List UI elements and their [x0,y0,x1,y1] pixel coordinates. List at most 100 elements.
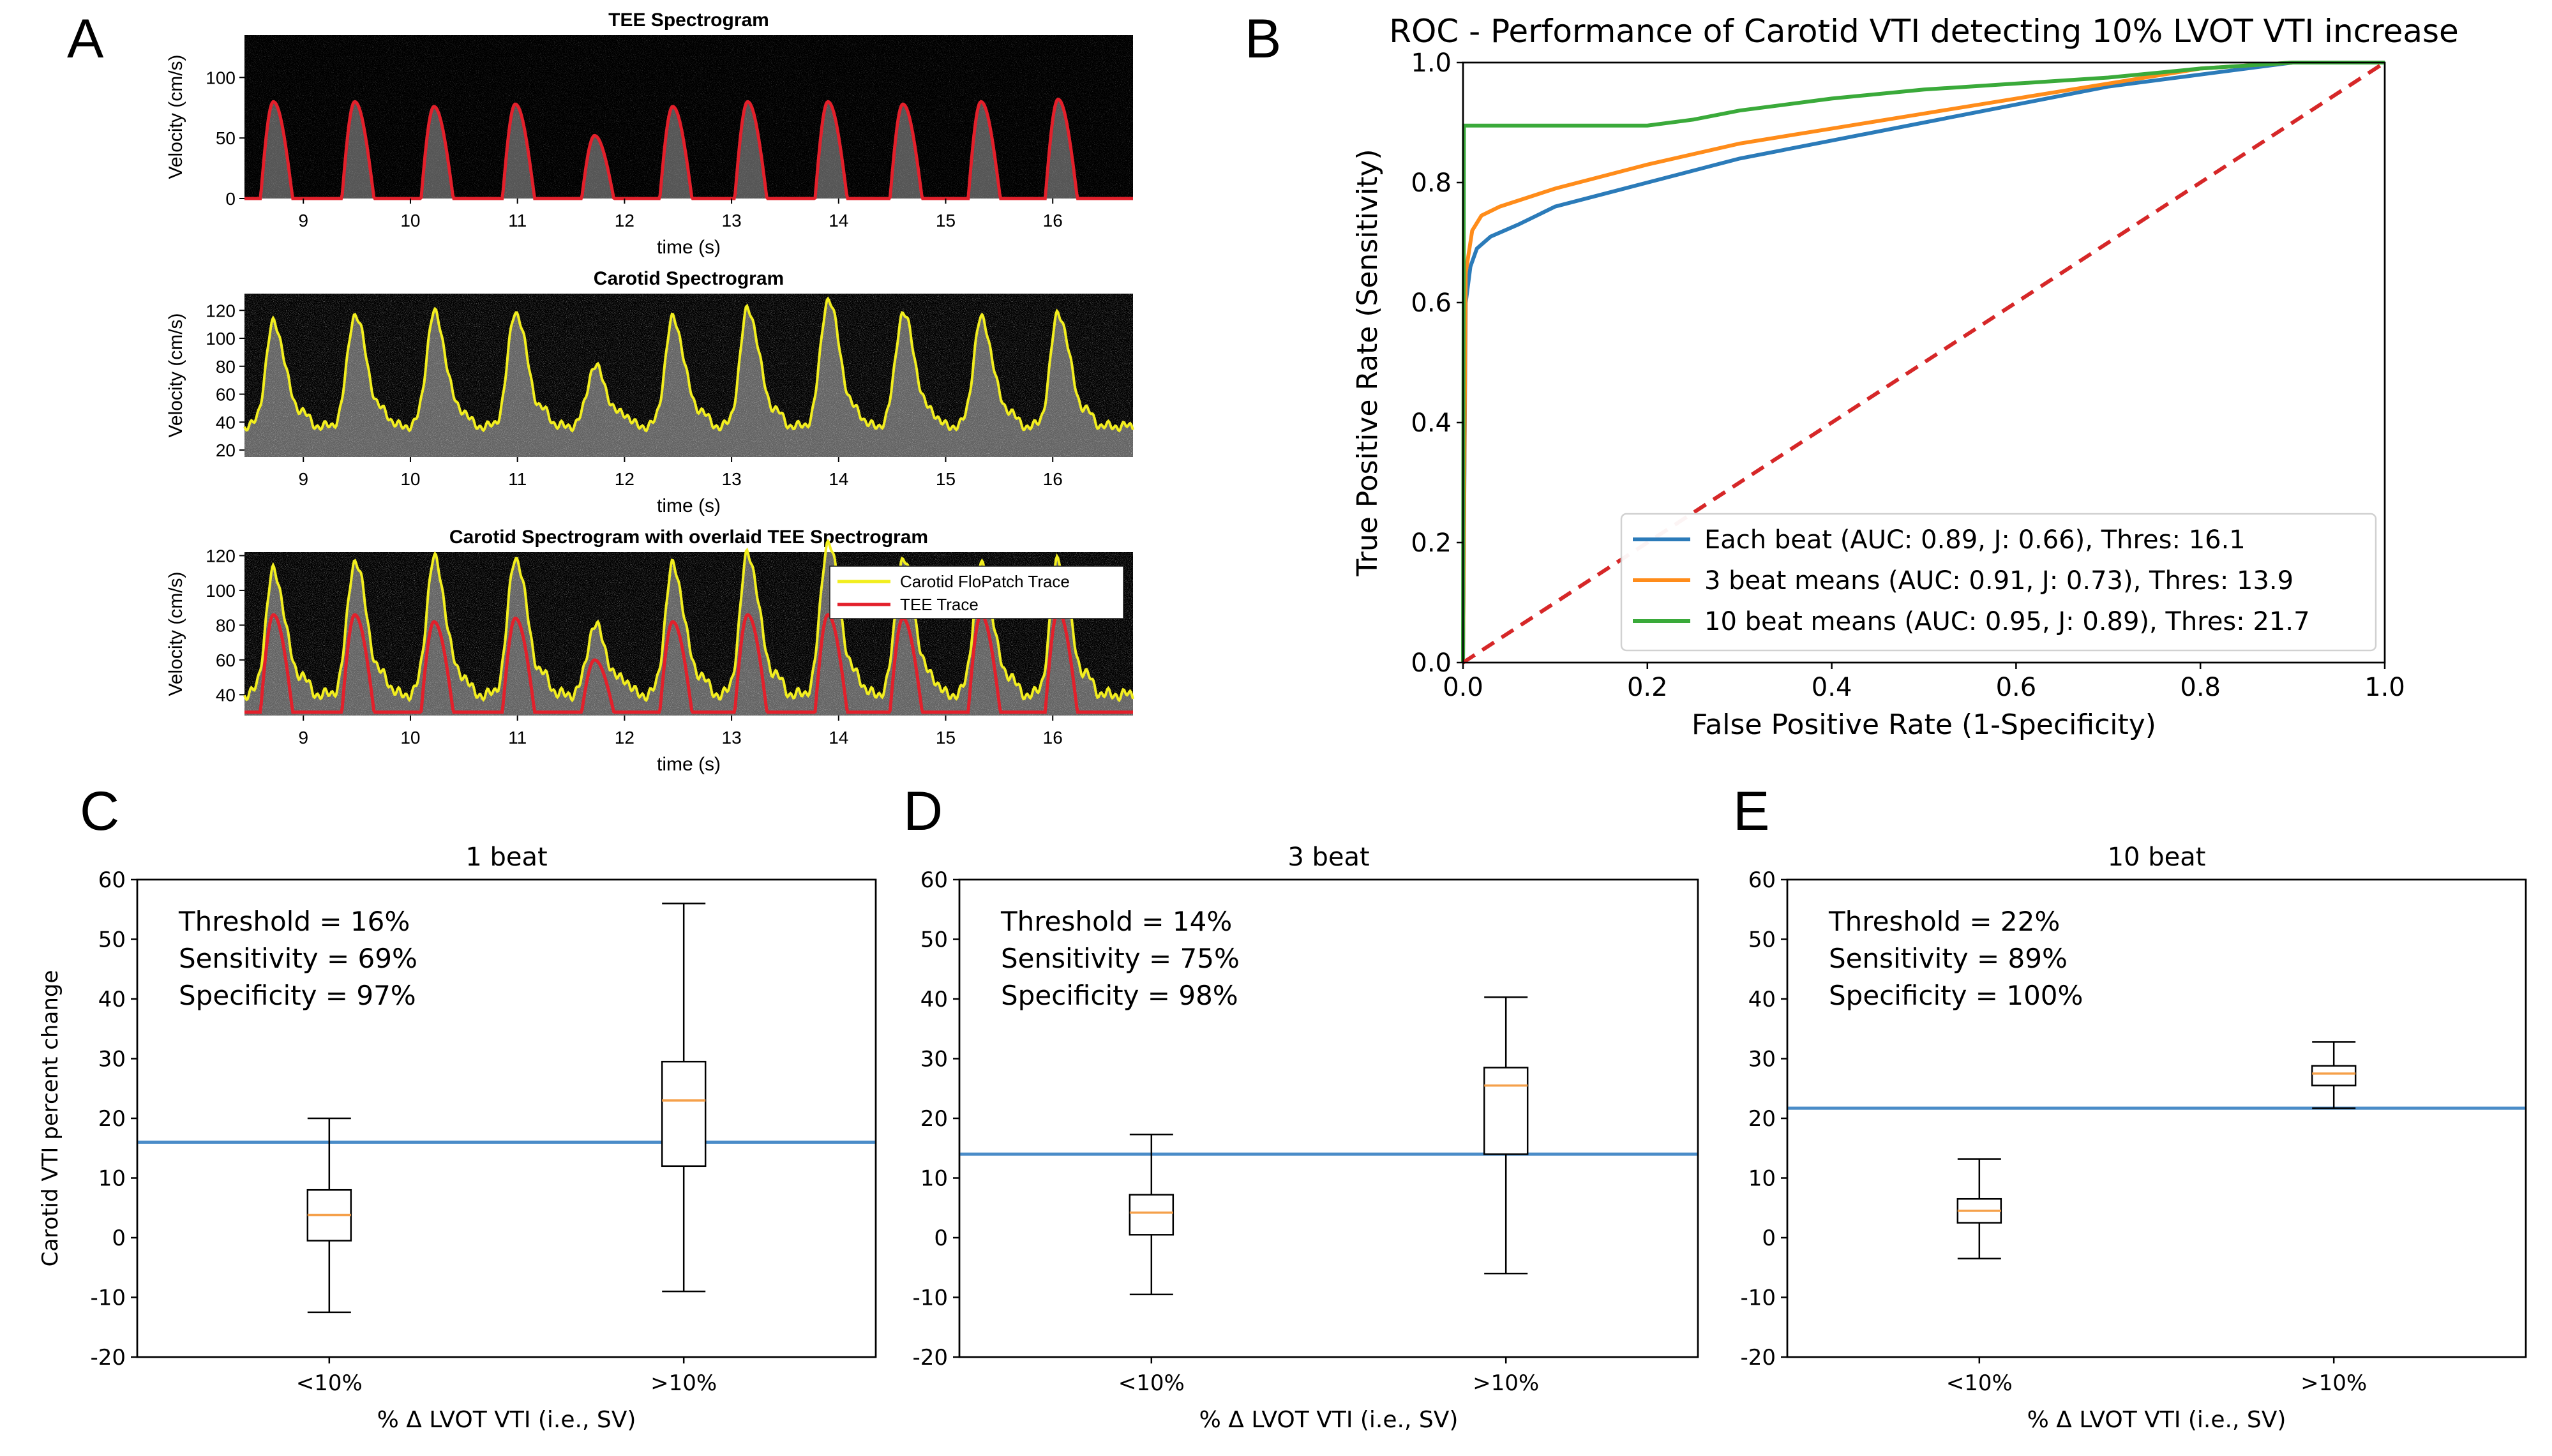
boxplot-annotation: Specificity = 98% [1001,980,1238,1011]
x-tick-label: 10 [400,469,420,489]
x-tick-label: 10 [400,728,420,747]
y-tick-label: 40 [216,685,236,705]
y-axis-label: Velocity (cm/s) [165,313,186,437]
roc-legend-label: 3 beat means (AUC: 0.91, J: 0.73), Thres… [1704,566,2293,596]
boxplot-plot-area [136,878,877,1358]
roc-y-tick-label: 0.2 [1411,529,1452,558]
overlay-spectrogram-panel: Carotid Spectrogram with overlaid TEE Sp… [165,527,1134,775]
x-tick-label: 9 [298,728,308,747]
legend-tee-label: TEE Trace [900,595,979,614]
y-tick-label: 60 [216,650,236,670]
panel-label-d: D [903,781,943,842]
boxplot-category-label: <10% [1946,1370,2013,1396]
boxplot-title: 10 beat [2108,843,2206,872]
carotid-spectrogram-panel: Carotid Spectrogram 20 40 60 80 100 120 9 10 11 12… [165,268,1134,516]
roc-x-tick-label: 0.0 [1443,673,1483,702]
boxplot-y-tick-label: 30 [98,1047,126,1072]
x-tick-label: 15 [936,469,956,489]
x-axis-label: time (s) [657,754,721,775]
x-tick-label: 15 [936,728,956,747]
y-tick-label: 100 [206,68,236,87]
boxplot-x-axis-label: % Δ LVOT VTI (i.e., SV) [2027,1407,2286,1433]
x-tick-label: 16 [1043,469,1063,489]
boxplot-y-tick-label: -10 [912,1286,948,1311]
y-tick-label: 80 [216,357,236,377]
boxplot-y-tick-label: -20 [912,1345,948,1370]
iqr-box [661,1060,707,1167]
x-tick-label: 9 [298,211,308,230]
roc-x-tick-label: 0.4 [1812,673,1852,702]
boxplot-y-tick-label: 20 [98,1106,126,1132]
x-tick-label: 12 [615,469,634,489]
boxplot-y-tick-label: 20 [920,1106,948,1132]
x-tick-label: 9 [298,469,308,489]
x-axis-label: time (s) [657,237,721,258]
roc-x-tick-label: 0.2 [1627,673,1668,702]
boxplot-category-label: >10% [650,1370,717,1396]
y-tick-label: 60 [216,385,236,405]
boxplot-x-axis-label: % Δ LVOT VTI (i.e., SV) [1199,1407,1459,1433]
legend-carotid-label: Carotid FloPatch Trace [900,572,1070,591]
boxplot-plot-area [958,878,1699,1358]
trace-legend-box [829,566,1124,619]
roc-chart: ROC - Performance of Carotid VTI detecti… [1351,13,2459,741]
roc-x-tick-label: 1.0 [2364,673,2405,702]
x-tick-label: 14 [829,469,848,489]
boxplot-y-tick-label: 60 [1748,867,1776,893]
x-tick-label: 12 [615,211,634,230]
boxplot-y-tick-label: 10 [920,1166,948,1192]
boxplot-y-tick-label: 0 [1762,1226,1776,1251]
roc-y-tick-label: 0.0 [1411,649,1452,678]
boxplot-category-label: <10% [296,1370,363,1396]
roc-y-tick-label: 0.4 [1411,409,1452,438]
y-axis-label: Velocity (cm/s) [165,571,186,696]
boxplot-y-tick-label: 20 [1748,1106,1776,1132]
boxplot-y-tick-label: 0 [112,1226,126,1251]
y-tick-label: 0 [225,189,236,209]
boxplot-category-label: <10% [1118,1370,1185,1396]
iqr-box [1129,1194,1175,1236]
boxplot-10-beat: 10 beat -20 -10 0 10 20 30 40 50 60 <10% >10% % Δ LV… [1740,843,2527,1433]
spectrogram-title: Carotid Spectrogram [594,268,784,289]
y-tick-label: 120 [206,546,236,566]
boxplot-x-axis-label: % Δ LVOT VTI (i.e., SV) [377,1407,636,1433]
boxplot-y-tick-label: 50 [98,927,126,953]
y-tick-label: 100 [206,329,236,349]
roc-x-tick-label: 0.8 [2180,673,2221,702]
x-tick-label: 16 [1043,211,1063,230]
roc-x-axis-label: False Positive Rate (1-Specificity) [1692,709,2156,741]
boxplot-title: 3 beat [1287,843,1369,872]
iqr-box [1483,1067,1529,1155]
boxplot-y-axis-label: Carotid VTI percent change [38,970,63,1267]
x-tick-label: 13 [722,728,742,747]
roc-x-tick-label: 0.6 [1996,673,2037,702]
panel-label-b: B [1245,8,1281,70]
boxplot-y-tick-label: 40 [1748,987,1776,1012]
iqr-box [2311,1065,2357,1086]
tee-trace-line [244,609,1133,714]
y-tick-label: 50 [216,128,236,148]
boxplot-plot-area [1786,878,2527,1358]
boxplot-y-tick-label: 40 [98,987,126,1012]
x-tick-label: 11 [508,469,527,489]
boxplot-y-tick-label: -20 [1740,1345,1776,1370]
x-tick-label: 13 [722,211,742,230]
x-tick-label: 11 [508,728,527,747]
roc-legend-box [1620,513,2377,652]
x-tick-label: 10 [400,211,420,230]
roc-series-line [1461,61,2385,663]
roc-y-axis-label: True Positive Rate (Sensitivity) [1351,149,1384,576]
boxplot-annotation: Sensitivity = 75% [1001,943,1240,974]
boxplot-y-tick-label: 60 [920,867,948,893]
boxplot-y-tick-label: 40 [920,987,948,1012]
roc-frame [1462,61,2386,664]
roc-y-tick-label: 0.6 [1411,289,1452,318]
spectrogram-title: Carotid Spectrogram with overlaid TEE Sp… [449,527,928,548]
y-tick-label: 80 [216,615,236,635]
boxplot-annotation: Threshold = 16% [178,906,410,937]
roc-series-line [1461,61,2385,663]
boxplot-y-tick-label: -10 [90,1286,126,1311]
boxplot-3-beat: 3 beat -20 -10 0 10 20 30 40 50 60 <10% >10% % Δ LVO… [912,843,1699,1433]
y-axis-label: Velocity (cm/s) [165,54,186,179]
